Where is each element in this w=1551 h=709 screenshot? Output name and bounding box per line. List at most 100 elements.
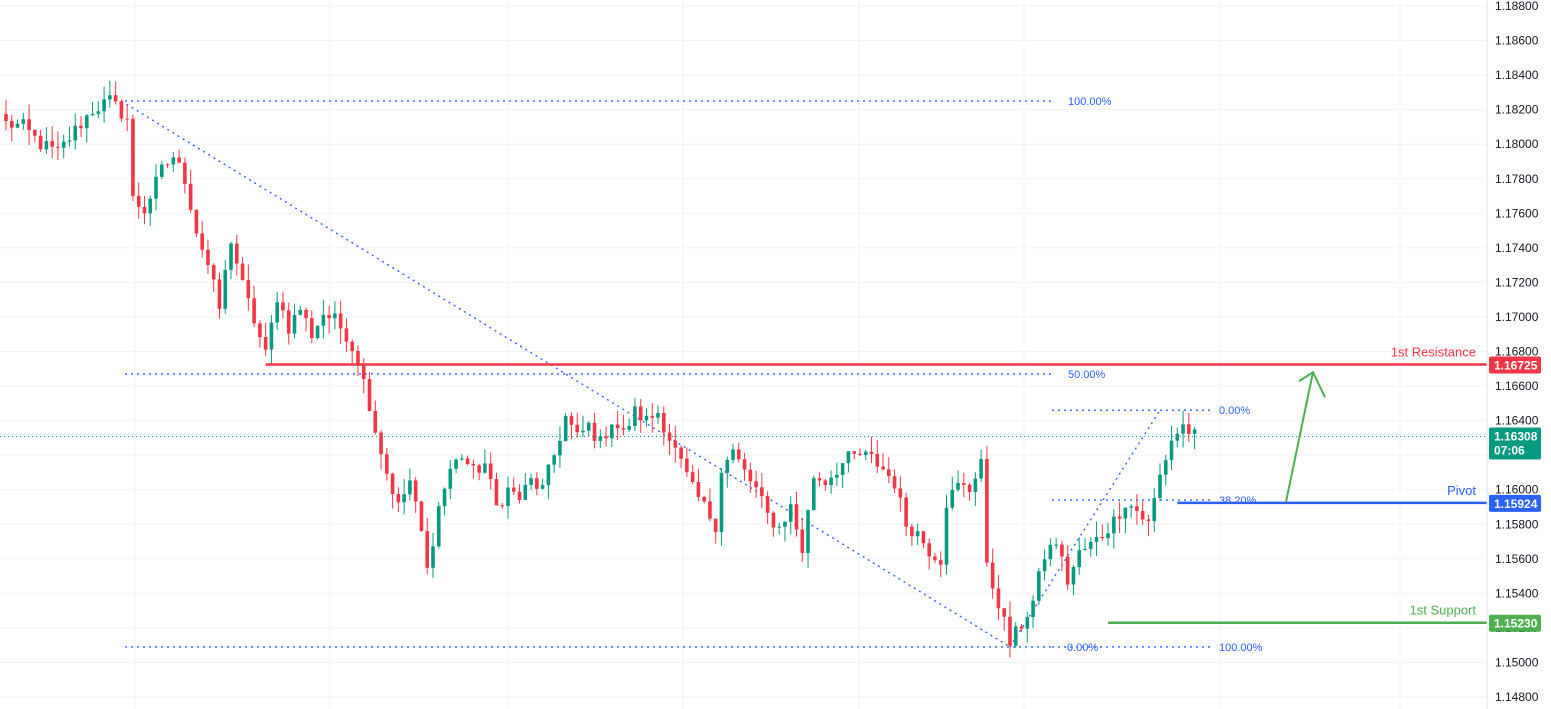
candle-body <box>673 440 678 448</box>
candle-body <box>108 95 112 100</box>
candle-body <box>408 480 412 495</box>
candle-body <box>725 459 730 473</box>
candle-body <box>361 365 366 380</box>
candle-body <box>1065 556 1070 585</box>
price-axis[interactable]: 1.18800 1.18600 1.18400 1.18200 1.18000 1.178… <box>1495 0 1539 704</box>
fib-level-label: 0.00% <box>1067 642 1098 654</box>
candle-body <box>217 279 222 309</box>
candle-body <box>442 488 447 507</box>
candle-body <box>298 309 303 315</box>
candle-body <box>927 543 931 557</box>
fib-level-label: 50.00% <box>1068 369 1106 381</box>
candle-body <box>9 121 14 128</box>
candle-body <box>15 123 20 128</box>
candle-body <box>356 351 360 366</box>
candle-body <box>252 298 256 324</box>
candle-body <box>96 111 101 114</box>
candle-body <box>621 428 626 430</box>
candle-body <box>956 482 960 490</box>
candle-body <box>471 463 476 466</box>
candle-body <box>650 415 655 418</box>
price-tick-label: 1.16800 <box>1495 345 1539 359</box>
candle-body <box>760 487 764 497</box>
level-price-badge <box>1489 494 1541 512</box>
candle-body <box>731 449 735 460</box>
candle-body <box>1071 567 1076 585</box>
level-label: Pivot <box>1447 483 1476 498</box>
candle-body <box>736 449 741 460</box>
candle-body <box>846 451 851 464</box>
candle-body <box>1106 533 1110 539</box>
candle-body <box>979 459 983 479</box>
candle-body <box>765 496 770 513</box>
candle-body <box>1094 536 1099 542</box>
candle-body <box>742 459 747 470</box>
candle-body <box>188 183 193 210</box>
candle-body <box>569 416 574 425</box>
candle-body <box>50 141 54 147</box>
level-price-badge-text: 1.16725 <box>1494 358 1538 372</box>
price-tick-label: 1.18000 <box>1495 137 1539 151</box>
candle-body <box>598 436 603 441</box>
candle-body <box>315 325 320 339</box>
candle-body <box>996 588 1001 609</box>
candle-body <box>131 118 135 196</box>
candle-body <box>506 487 510 506</box>
candle-body <box>788 504 793 522</box>
level-label: 1st Resistance <box>1391 344 1476 359</box>
candle-body <box>159 164 164 177</box>
candle-body <box>904 497 908 527</box>
candle-body <box>950 489 955 508</box>
candle-body <box>142 206 147 214</box>
candle-body <box>286 310 291 334</box>
candle-body <box>921 531 926 544</box>
price-tick-label: 1.16400 <box>1495 414 1539 428</box>
candle-body <box>1060 544 1064 557</box>
candle-body <box>696 481 701 497</box>
candle-body <box>540 485 545 489</box>
candle-body <box>1008 616 1012 646</box>
candle-body <box>1146 519 1151 522</box>
price-tick-label: 1.18600 <box>1495 34 1539 48</box>
candle-body <box>396 494 401 503</box>
candle-body <box>454 459 458 469</box>
candle-body <box>269 322 274 350</box>
candle-body <box>321 315 326 326</box>
candle-body <box>967 484 972 492</box>
candle-body <box>511 487 516 492</box>
candle-body <box>90 113 95 116</box>
candle-body <box>910 526 914 537</box>
candle-body <box>852 451 856 454</box>
candle-body <box>887 469 891 477</box>
candle-body <box>817 478 822 481</box>
candle-body <box>119 101 124 119</box>
price-levels: 1st Resistance Pivot 1st Support <box>265 344 1487 624</box>
candle-body <box>581 430 585 433</box>
candle-body <box>1181 424 1185 434</box>
candle-body <box>881 466 885 470</box>
candle-body <box>1042 559 1047 572</box>
candle-body <box>125 118 129 120</box>
candle-body <box>1129 506 1133 508</box>
candle-body <box>1158 474 1162 499</box>
candle-body <box>211 265 216 280</box>
candle-body <box>263 337 268 350</box>
candle-body <box>1135 506 1139 512</box>
candle-body <box>79 125 83 129</box>
candle-body <box>1175 433 1180 441</box>
price-tick-label: 1.18800 <box>1495 0 1539 13</box>
candle-body <box>310 318 314 339</box>
level-price-badge-text: 1.15230 <box>1494 617 1538 631</box>
candle-body <box>840 463 845 475</box>
price-tick-label: 1.15000 <box>1495 655 1539 669</box>
candle-body <box>200 233 204 250</box>
candle-body <box>344 328 349 342</box>
candle-body <box>419 501 424 532</box>
candle-body <box>719 472 724 532</box>
candle-body <box>413 480 418 502</box>
candle-body <box>627 426 631 430</box>
price-tick-label: 1.17000 <box>1495 310 1539 324</box>
candle-body <box>656 413 660 418</box>
fib-level-label: 100.00% <box>1068 96 1112 108</box>
